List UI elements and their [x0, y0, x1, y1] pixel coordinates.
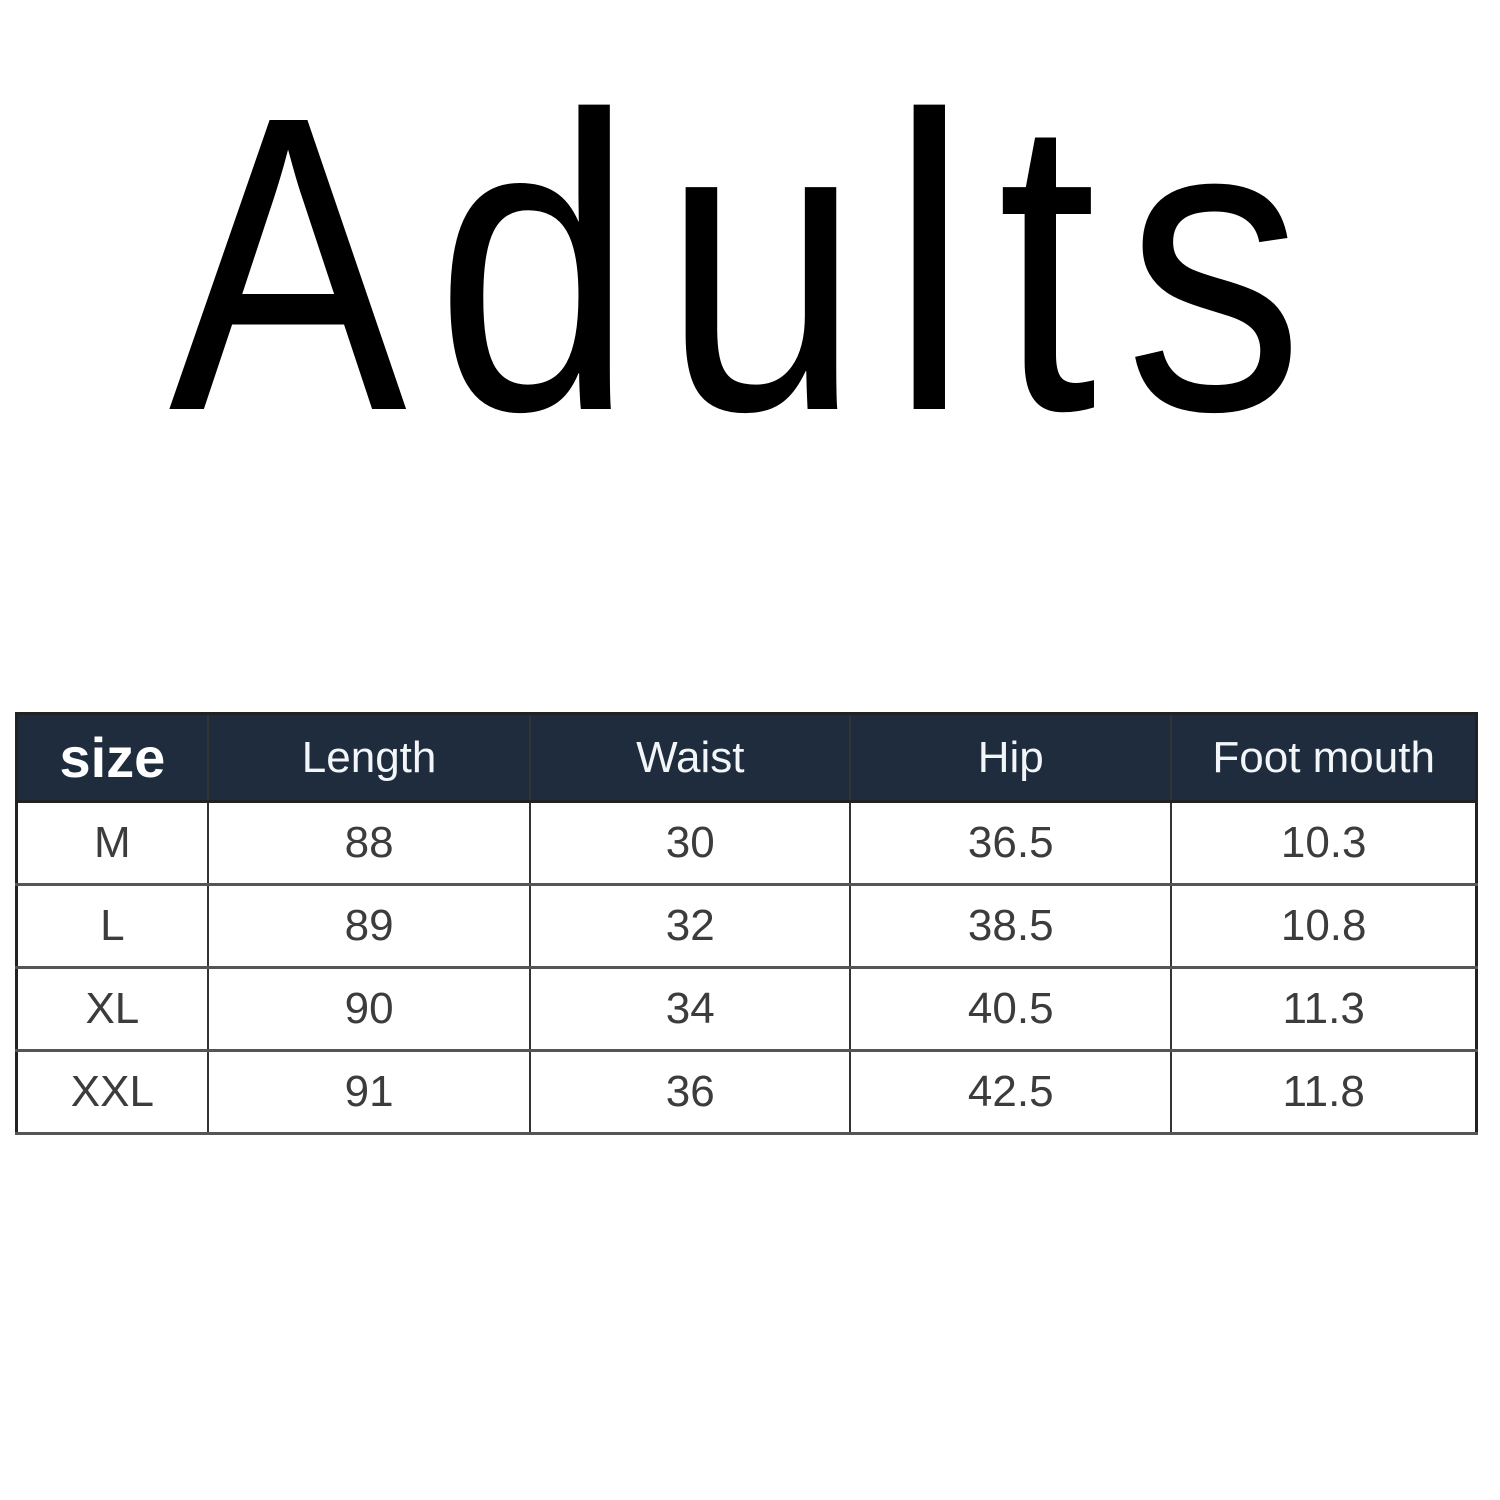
- table-row-xxl: XXL 91 36 42.5 11.8: [15, 1049, 1478, 1135]
- waist-cell: 36: [529, 1049, 852, 1135]
- header-cell-size: size: [15, 713, 209, 803]
- length-cell: 90: [206, 966, 532, 1052]
- waist-cell: 30: [529, 800, 852, 886]
- foot-mouth-cell: 10.8: [1170, 883, 1478, 969]
- length-cell: 88: [206, 800, 532, 886]
- foot-mouth-cell: 11.3: [1170, 966, 1478, 1052]
- hip-cell: 36.5: [849, 800, 1173, 886]
- foot-mouth-cell: 11.8: [1170, 1049, 1478, 1135]
- header-cell-waist: Waist: [529, 713, 852, 803]
- waist-cell: 32: [529, 883, 852, 969]
- table-row-l: L 89 32 38.5 10.8: [15, 883, 1478, 969]
- hip-cell: 40.5: [849, 966, 1173, 1052]
- page-title: Adults: [168, 30, 1332, 499]
- table-row-m: M 88 30 36.5 10.3: [15, 800, 1478, 886]
- size-cell: L: [15, 883, 209, 969]
- hip-cell: 42.5: [849, 1049, 1173, 1135]
- size-cell: XL: [15, 966, 209, 1052]
- length-cell: 91: [206, 1049, 532, 1135]
- header-cell-foot-mouth: Foot mouth: [1170, 713, 1478, 803]
- table-row-xl: XL 90 34 40.5 11.3: [15, 966, 1478, 1052]
- title-section: Adults: [0, 0, 1500, 530]
- size-cell: M: [15, 800, 209, 886]
- waist-cell: 34: [529, 966, 852, 1052]
- length-cell: 89: [206, 883, 532, 969]
- size-cell: XXL: [15, 1049, 209, 1135]
- hip-cell: 38.5: [849, 883, 1173, 969]
- header-cell-hip: Hip: [849, 713, 1173, 803]
- foot-mouth-cell: 10.3: [1170, 800, 1478, 886]
- table-header-row: size Length Waist Hip Foot mouth: [15, 713, 1478, 803]
- header-cell-length: Length: [206, 713, 532, 803]
- size-table: size Length Waist Hip Foot mouth M 88 30…: [15, 712, 1478, 1135]
